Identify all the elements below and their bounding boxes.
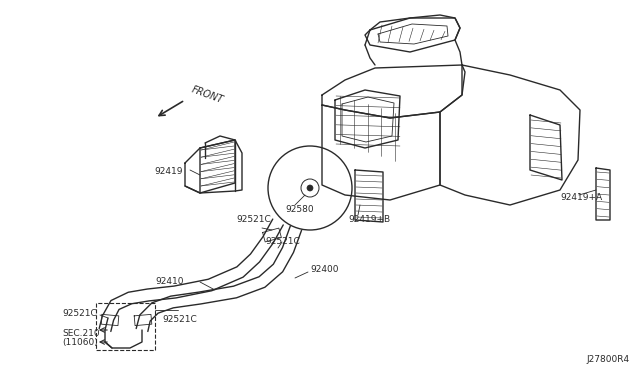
Text: FRONT: FRONT <box>190 84 225 105</box>
Text: 92410: 92410 <box>155 278 184 286</box>
Text: 92419+B: 92419+B <box>348 215 390 224</box>
Text: 92521C: 92521C <box>265 237 300 247</box>
Text: 92521C: 92521C <box>236 215 271 224</box>
Text: 92419+A: 92419+A <box>560 193 602 202</box>
Circle shape <box>307 185 313 191</box>
Text: SEC.210: SEC.210 <box>62 328 100 337</box>
Text: J27800R4: J27800R4 <box>587 356 630 365</box>
Text: 92419: 92419 <box>154 167 182 176</box>
Text: 92580: 92580 <box>285 205 314 215</box>
Text: 92400: 92400 <box>310 266 339 275</box>
Text: 92521C: 92521C <box>162 315 196 324</box>
Text: (11060): (11060) <box>62 339 98 347</box>
Text: 92521C: 92521C <box>62 308 97 317</box>
